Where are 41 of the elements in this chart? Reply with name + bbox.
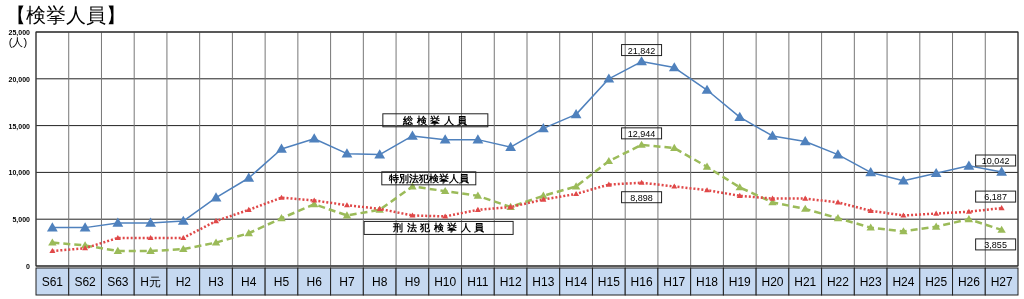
x-tick-label: H18 [696,275,719,289]
data-label: 10,042 [981,156,1010,167]
x-tick-label: H22 [826,275,850,289]
series-label: 刑 法 犯 検 挙 人 員 [392,222,486,234]
x-tick-label: H17 [663,275,686,289]
x-tick-label: H13 [532,275,555,289]
x-tick-label: H11 [467,275,489,289]
x-tick-label: H23 [859,275,883,289]
x-tick-label: H27 [990,275,1013,289]
data-label: 21,842 [627,45,656,56]
x-tick-label: H25 [925,275,948,289]
x-tick-label: H10 [434,275,457,289]
data-label: 12,944 [627,128,656,139]
x-tick-label: H12 [499,275,522,289]
x-tick-label: H14 [565,275,588,289]
data-label: 3,855 [984,239,1007,250]
data-label: 6,187 [984,192,1007,203]
x-tick-label: H6 [306,275,323,289]
x-tick-label: H3 [208,275,225,289]
data-label: 8,898 [630,192,653,203]
x-tick-label: H16 [630,275,653,289]
x-tick-label: H19 [728,275,752,289]
x-tick-label: H元 [140,275,161,289]
series-label: 総 検 挙 人 員 [402,114,469,126]
x-tick-label: H4 [241,275,257,289]
x-tick-label: S63 [107,275,129,289]
x-tick-label: H9 [404,275,421,289]
y-axis-title: (人) [8,36,28,48]
x-tick-label: H20 [761,275,784,289]
x-tick-label: S62 [74,275,97,289]
x-tick-label: H24 [892,275,915,289]
x-tick-label: H26 [957,275,981,289]
x-tick-label: H15 [597,275,621,289]
x-tick-label: H2 [175,275,192,289]
x-tick-label: H21 [794,275,817,289]
series-label: 特別法犯検挙人員 [387,172,470,184]
chart-title: 【検挙人員】 [6,3,126,27]
x-tick-label: H7 [339,275,355,289]
x-tick-label: H8 [372,275,388,289]
x-tick-label: H5 [273,275,290,289]
x-tick-label: S61 [41,275,64,289]
